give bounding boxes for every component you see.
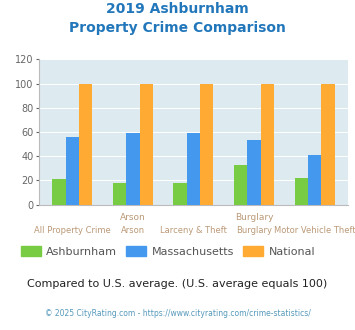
Bar — [308, 155, 321, 205]
Bar — [53, 179, 66, 205]
Bar — [66, 137, 79, 205]
Bar — [295, 178, 308, 205]
Bar — [174, 183, 187, 205]
Bar — [113, 183, 126, 205]
Text: All Property Crime: All Property Crime — [34, 226, 111, 235]
Text: Motor Vehicle Theft: Motor Vehicle Theft — [274, 226, 355, 235]
Bar — [140, 83, 153, 205]
Bar — [200, 83, 213, 205]
Bar — [247, 141, 261, 205]
Bar — [126, 133, 140, 205]
Text: Burglary: Burglary — [235, 213, 273, 222]
Text: Arson: Arson — [120, 213, 146, 222]
Text: Compared to U.S. average. (U.S. average equals 100): Compared to U.S. average. (U.S. average … — [27, 279, 328, 289]
Bar — [321, 83, 334, 205]
Text: Property Crime Comparison: Property Crime Comparison — [69, 21, 286, 35]
Text: 2019 Ashburnham: 2019 Ashburnham — [106, 2, 249, 16]
Text: Burglary: Burglary — [236, 226, 272, 235]
Bar — [261, 83, 274, 205]
Text: Arson: Arson — [121, 226, 145, 235]
Bar — [187, 133, 200, 205]
Bar — [234, 165, 247, 205]
Legend: Ashburnham, Massachusetts, National: Ashburnham, Massachusetts, National — [16, 242, 320, 261]
Text: © 2025 CityRating.com - https://www.cityrating.com/crime-statistics/: © 2025 CityRating.com - https://www.city… — [45, 309, 310, 317]
Bar — [79, 83, 92, 205]
Text: Larceny & Theft: Larceny & Theft — [160, 226, 227, 235]
